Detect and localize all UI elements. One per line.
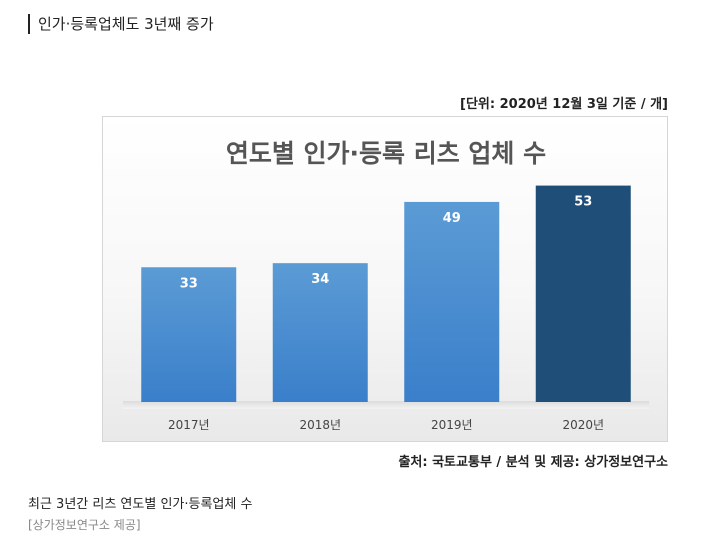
bar-2019년: [404, 201, 500, 402]
data-label: 53: [574, 195, 592, 210]
bars-layer: 33 2017년 34 2018년 49 2019년 53 2020년: [141, 185, 631, 432]
bar-2018년: [272, 263, 368, 402]
headline: 인가·등록업체도 3년째 증가: [28, 14, 214, 34]
chart-title: 연도별 인가·등록 리츠 업체 수: [226, 139, 546, 168]
data-label: 49: [443, 211, 461, 226]
chart-floor: [123, 401, 649, 409]
data-label: 33: [180, 276, 198, 291]
source-note: 출처: 국토교통부 / 분석 및 제공: 상가정보연구소: [398, 455, 668, 470]
x-tick-label: 2019년: [431, 418, 473, 432]
x-tick-label: 2017년: [168, 418, 210, 432]
x-tick-label: 2020년: [562, 418, 604, 432]
chart-frame: 연도별 인가·등록 리츠 업체 수 33 2017년 34 2018년 49 2019년 5…: [102, 116, 668, 442]
credit: [상가정보연구소 제공]: [28, 518, 141, 532]
bar-2020년: [535, 185, 631, 402]
bar-2017년: [141, 267, 237, 402]
bar-chart: 연도별 인가·등록 리츠 업체 수 33 2017년 34 2018년 49 2019년 5…: [123, 139, 649, 432]
unit-note: [단위: 2020년 12월 3일 기준 / 개]: [460, 97, 668, 112]
x-tick-label: 2018년: [299, 418, 341, 432]
caption: 최근 3년간 리츠 연도별 인가·등록업체 수: [28, 497, 253, 512]
data-label: 34: [311, 272, 329, 287]
